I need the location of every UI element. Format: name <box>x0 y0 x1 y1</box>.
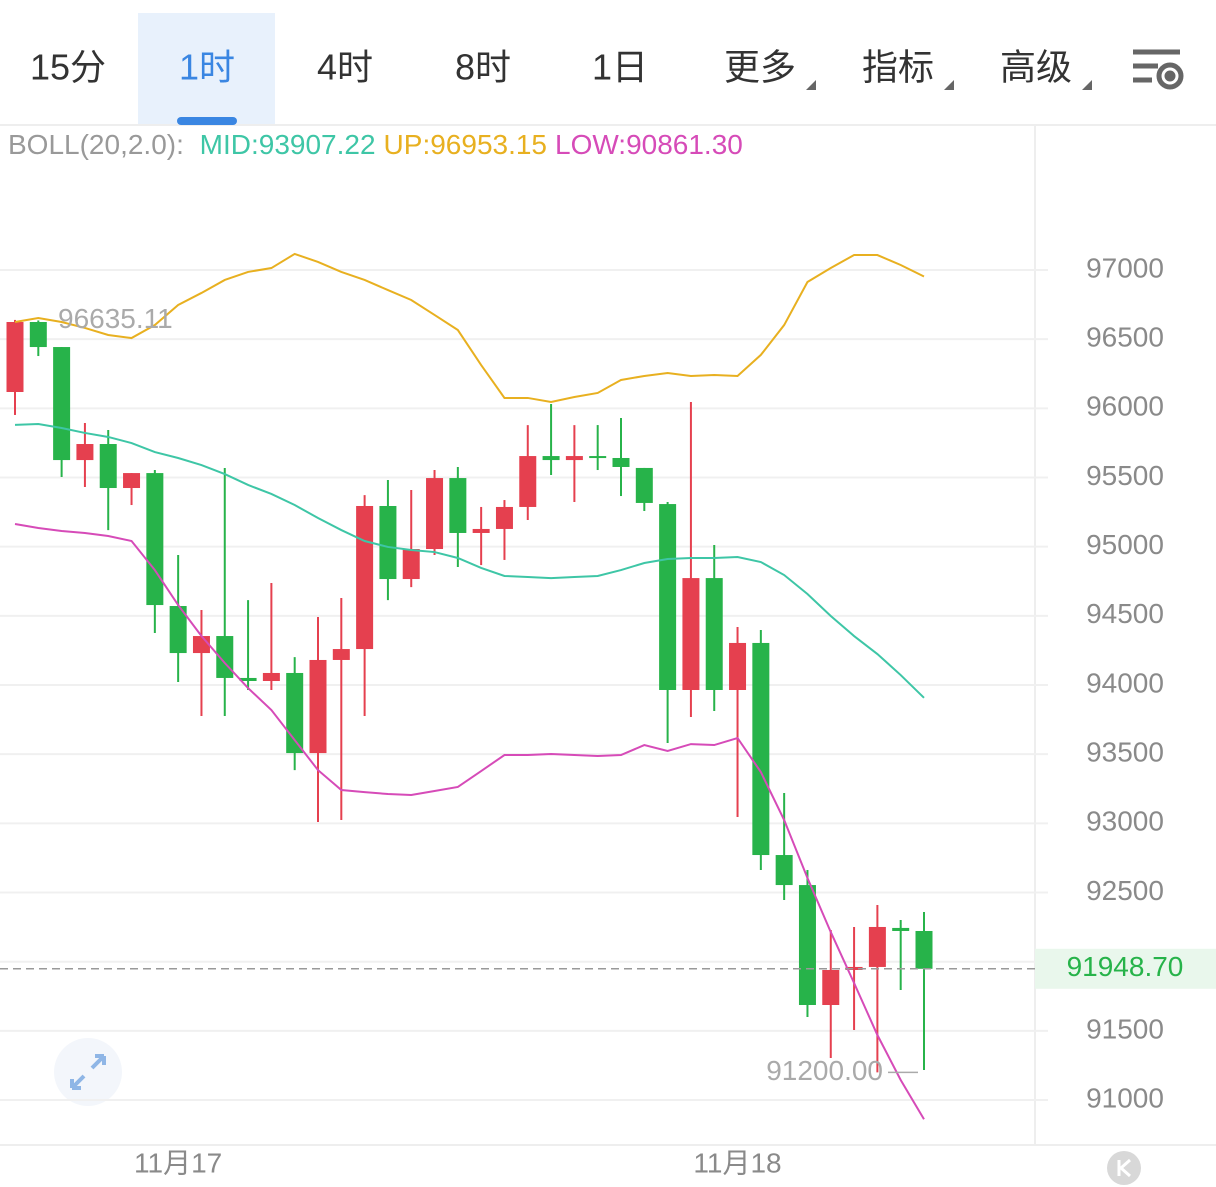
candle-body <box>426 478 444 550</box>
y-tick-label: 95500 <box>1086 460 1164 491</box>
expand-icon[interactable] <box>54 1038 122 1106</box>
candle-body <box>239 677 257 681</box>
candle-body <box>332 649 350 660</box>
candle-body <box>6 321 24 393</box>
max-label: 96635.11 <box>58 303 173 334</box>
legend-entry: LOW:90861.30 <box>555 129 743 160</box>
tab[interactable]: 更多 <box>724 47 796 88</box>
candle-body <box>798 885 816 1005</box>
candle-body <box>309 659 327 754</box>
candle-body <box>519 456 537 507</box>
y-tick-label: 94500 <box>1086 598 1164 629</box>
candle-body <box>682 578 700 690</box>
boll-line <box>14 252 925 403</box>
candle-body <box>449 478 467 533</box>
candle-body <box>99 444 117 489</box>
y-tick-label: 95000 <box>1086 529 1164 560</box>
tab[interactable]: 15分 <box>30 47 106 88</box>
tab[interactable]: 1日 <box>592 47 648 88</box>
last-price-label: 91948.70 <box>1067 951 1184 982</box>
legend-entry: UP:96953.15 <box>383 129 548 160</box>
candle-body <box>542 456 560 461</box>
candle-body <box>729 642 747 690</box>
candle-body <box>892 927 910 931</box>
active-tab-indicator <box>177 117 237 125</box>
active-tab-bg <box>138 13 275 125</box>
candle-body <box>659 504 677 690</box>
candle-body <box>705 578 723 690</box>
candle-body <box>775 855 793 886</box>
y-tick-label: 94000 <box>1086 667 1164 698</box>
candle-body <box>612 457 630 467</box>
dropdown-caret <box>1082 80 1092 90</box>
last-price-box <box>1035 948 1216 989</box>
candle-body <box>29 321 47 348</box>
candle-body <box>356 505 374 650</box>
candle-body <box>53 347 71 461</box>
candle-body <box>262 672 280 681</box>
candle-body <box>123 473 141 489</box>
y-tick-label: 91000 <box>1086 1082 1164 1113</box>
y-tick-label: 96500 <box>1086 322 1164 353</box>
candle-body <box>76 444 94 461</box>
candle-body <box>169 606 187 654</box>
y-tick-label: 93000 <box>1086 806 1164 837</box>
y-tick-label: 93500 <box>1086 737 1164 768</box>
candle-body <box>845 966 863 970</box>
tab[interactable]: 指标 <box>862 47 934 88</box>
y-tick-label: 91500 <box>1086 1013 1164 1044</box>
candle-body <box>635 467 653 503</box>
tab[interactable]: 1时 <box>179 47 235 88</box>
k-button[interactable] <box>1107 1151 1141 1185</box>
min-label: 91200.00 <box>766 1055 883 1086</box>
legend-entry: MID:93907.22 <box>199 129 376 160</box>
boll-line <box>14 522 925 1120</box>
dropdown-caret <box>806 80 816 90</box>
y-tick-label: 97000 <box>1086 252 1164 283</box>
candle-body <box>192 636 210 654</box>
candle-body <box>589 456 607 459</box>
dropdown-caret <box>944 80 954 90</box>
boll-line <box>14 422 925 699</box>
candle-body <box>565 456 583 461</box>
x-tick-label: 11月17 <box>134 1147 222 1178</box>
candle-body <box>822 969 840 1005</box>
tab[interactable]: 高级 <box>1000 47 1072 88</box>
candle-body <box>379 505 397 580</box>
candle-body <box>868 926 886 967</box>
y-tick-label: 96000 <box>1086 391 1164 422</box>
candle-body <box>472 528 490 533</box>
settings-icon[interactable] <box>1133 49 1184 90</box>
indicator-label: BOLL(20,2.0): <box>8 129 184 160</box>
tab[interactable]: 8时 <box>455 47 511 88</box>
candle-body <box>402 549 420 580</box>
tab[interactable]: 4时 <box>317 47 373 88</box>
candle-body <box>915 930 933 969</box>
indicator-legend: BOLL(20,2.0): MID:93907.22 UP:96953.15 LOW… <box>8 126 743 164</box>
candle-body <box>146 473 164 606</box>
candle-body <box>752 642 770 856</box>
x-tick-label: 11月18 <box>693 1147 781 1178</box>
y-tick-label: 92500 <box>1086 875 1164 906</box>
candle-body <box>495 506 513 529</box>
